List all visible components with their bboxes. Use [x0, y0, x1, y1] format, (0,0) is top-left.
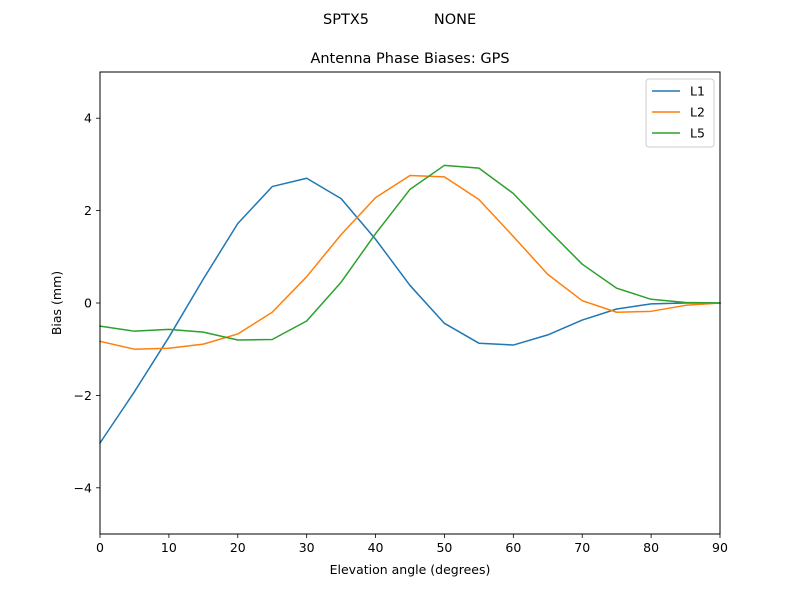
legend-label-l5: L5 — [690, 126, 705, 141]
series-line-l2 — [99, 174, 721, 350]
y-tick-label: −4 — [74, 480, 92, 495]
x-tick-label: 90 — [712, 540, 728, 555]
x-tick-label: 70 — [574, 540, 590, 555]
axes-frame — [99, 71, 721, 535]
figure-suptitle-right: NONE — [434, 12, 476, 28]
series-line-l5 — [99, 164, 721, 341]
figure-suptitle-left: SPTX5 — [323, 12, 369, 28]
y-tick-label: −2 — [74, 388, 92, 403]
y-tick-label: 2 — [84, 203, 92, 218]
legend-frame — [645, 78, 715, 148]
x-tick-label: 10 — [161, 540, 177, 555]
y-tick-label: 0 — [84, 296, 92, 311]
series-line-l1 — [98, 177, 721, 445]
y-axis-ticks: −4 −2 0 2 4 — [74, 111, 100, 495]
y-axis-label: Bias (mm) — [49, 271, 64, 335]
legend-label-l2: L2 — [690, 105, 705, 120]
x-tick-label: 30 — [299, 540, 315, 555]
y-tick-label: 4 — [84, 111, 92, 126]
x-axis-label: Elevation angle (degrees) — [330, 562, 491, 577]
x-tick-label: 40 — [368, 540, 384, 555]
x-tick-label: 60 — [505, 540, 521, 555]
x-tick-label: 0 — [96, 540, 104, 555]
legend: L1 L2 L5 — [645, 78, 715, 148]
x-axis-ticks: 0 10 20 30 40 50 60 70 80 90 — [96, 534, 728, 555]
chart-title: Antenna Phase Biases: GPS — [310, 51, 509, 67]
x-tick-label: 20 — [230, 540, 246, 555]
x-tick-label: 80 — [643, 540, 659, 555]
plot-area: 0 10 20 30 40 50 60 70 80 90 −4 −2 0 2 4 — [74, 71, 728, 555]
series-layer — [98, 164, 721, 445]
x-tick-label: 50 — [436, 540, 452, 555]
legend-label-l1: L1 — [690, 84, 705, 99]
